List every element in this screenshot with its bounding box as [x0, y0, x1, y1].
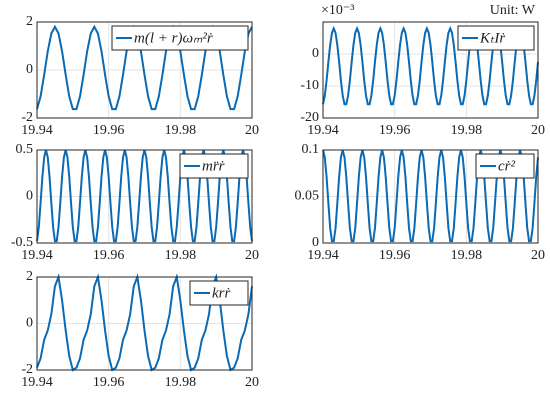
x-tick-label: 19.98	[451, 123, 483, 138]
annotation: Unit: W	[490, 3, 536, 18]
x-tick-label: 19.94	[21, 375, 53, 390]
legend-label: KₜIṙ	[479, 30, 505, 46]
x-tick-label: 19.98	[165, 375, 197, 390]
x-tick-label: 19.96	[379, 248, 411, 263]
x-tick-label: 19.98	[451, 248, 483, 263]
x-tick-label: 19.94	[21, 248, 53, 263]
x-tick-label: 20	[531, 123, 545, 138]
y-tick-label: 0	[26, 189, 33, 204]
line-series	[322, 25, 539, 106]
y-tick-label: 0	[312, 46, 319, 61]
axes-frame	[36, 149, 253, 244]
axes-frame	[322, 149, 539, 244]
x-tick-label: 20	[245, 248, 259, 263]
y-tick-label: -0.5	[11, 235, 33, 250]
y-tick-label: 0.1	[302, 142, 320, 157]
legend-label: cṙ²	[498, 158, 515, 174]
y-tick-label: 0	[26, 316, 33, 331]
y-multiplier: ×10⁻³	[321, 3, 354, 18]
x-tick-label: 20	[531, 248, 545, 263]
x-tick-label: 19.98	[165, 123, 197, 138]
x-tick-label: 19.96	[93, 375, 125, 390]
y-tick-label: -20	[300, 110, 319, 125]
x-tick-label: 19.96	[93, 123, 125, 138]
axes-frame	[36, 276, 253, 371]
x-tick-label: 19.98	[165, 248, 197, 263]
y-tick-label: 0.05	[295, 189, 320, 204]
y-tick-label: 2	[26, 14, 33, 29]
x-tick-label: 20	[245, 123, 259, 138]
legend-label: krṙ	[212, 285, 230, 301]
x-tick-label: 20	[245, 375, 259, 390]
y-tick-label: 0.5	[16, 142, 34, 157]
x-tick-label: 19.94	[307, 123, 339, 138]
y-tick-label: 0	[312, 235, 319, 250]
x-tick-label: 19.94	[21, 123, 53, 138]
axes-frame	[322, 21, 539, 119]
axes-frame	[36, 21, 253, 119]
y-tick-label: -10	[300, 78, 319, 93]
legend-label: m(l + r)ωₘ²ṙ	[134, 30, 213, 46]
legend-box	[111, 25, 249, 51]
y-tick-label: 0	[26, 62, 33, 77]
x-tick-label: 19.94	[307, 248, 339, 263]
x-tick-label: 19.96	[93, 248, 125, 263]
x-tick-label: 19.96	[379, 123, 411, 138]
y-tick-label: 2	[26, 269, 33, 284]
y-tick-label: -2	[21, 110, 33, 125]
legend-label: mr̈ṙ	[202, 158, 225, 174]
y-tick-label: -2	[21, 362, 33, 377]
